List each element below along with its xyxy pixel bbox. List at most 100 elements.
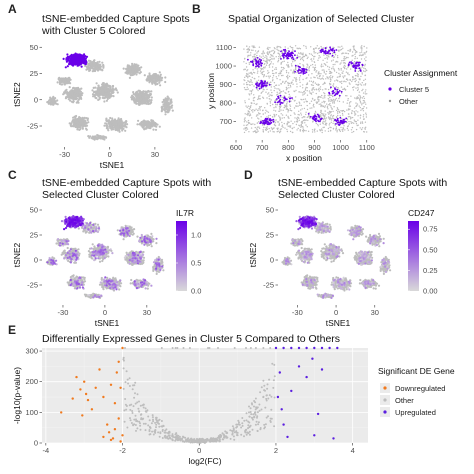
spatial-point-other <box>322 59 324 61</box>
spatial-point-other <box>366 47 368 49</box>
spatial-point-other <box>313 68 316 70</box>
tsne-point <box>131 73 134 77</box>
spatial-point-other <box>324 130 326 132</box>
spatial-point-other <box>268 51 271 53</box>
spatial-point-other <box>326 105 329 108</box>
spatial-point-other <box>275 114 278 116</box>
spatial-point-other <box>364 70 366 73</box>
spatial-point-other <box>286 122 288 125</box>
spatial-point-other <box>272 63 274 65</box>
spatial-point-cluster5 <box>314 117 317 120</box>
tsne-point <box>71 87 75 90</box>
spatial-point-other <box>342 101 344 103</box>
spatial-point-other <box>332 86 335 88</box>
spatial-point-other <box>323 102 325 104</box>
spatial-point-other <box>346 68 348 70</box>
tsne-point <box>168 109 171 112</box>
spatial-point-other <box>351 112 353 115</box>
spatial-point-other <box>324 105 327 107</box>
spatial-point-other <box>257 50 259 53</box>
spatial-point-other <box>333 68 335 70</box>
spatial-point-other <box>333 101 335 103</box>
spatial-point-other <box>329 112 332 114</box>
spatial-point-other <box>337 111 339 113</box>
spatial-point-cluster5 <box>315 116 318 118</box>
spatial-point-other <box>342 52 344 54</box>
tsne-point <box>103 89 106 93</box>
spatial-point-other <box>248 75 250 77</box>
spatial-point-other <box>276 91 278 94</box>
spatial-point-other <box>310 92 312 94</box>
panel-c-ytick-label: -25 <box>27 281 38 290</box>
spatial-point-other <box>354 52 357 54</box>
tsne-point <box>150 90 153 93</box>
spatial-point-other <box>303 90 305 93</box>
spatial-point-other <box>292 47 294 49</box>
spatial-point-other <box>349 79 351 82</box>
spatial-point-other <box>290 63 293 65</box>
tsne-point <box>83 121 86 124</box>
spatial-point-other <box>336 60 338 63</box>
spatial-point-other <box>349 101 351 104</box>
spatial-point-other <box>247 69 249 71</box>
spatial-point-other <box>292 72 294 74</box>
spatial-point-other <box>260 92 262 94</box>
spatial-point-other <box>299 56 301 58</box>
tsne-point <box>88 136 91 139</box>
spatial-point-other <box>341 45 343 47</box>
spatial-point-other <box>363 106 365 108</box>
spatial-point-other <box>341 60 343 62</box>
spatial-point-other <box>364 127 366 129</box>
tsne-point <box>58 79 61 82</box>
spatial-point-cluster5 <box>330 86 332 89</box>
spatial-point-other <box>280 74 283 77</box>
spatial-point-other <box>361 104 363 106</box>
spatial-point-other <box>304 89 307 91</box>
spatial-point-other <box>305 113 307 116</box>
spatial-point-other <box>344 67 346 70</box>
spatial-point-other <box>352 86 354 89</box>
tsne-point <box>129 67 132 70</box>
spatial-point-cluster5 <box>354 70 357 72</box>
spatial-point-other <box>290 69 292 71</box>
spatial-point-other <box>282 69 284 71</box>
tsne-point <box>72 60 75 63</box>
spatial-point-other <box>340 48 343 51</box>
spatial-point-cluster5 <box>323 50 326 53</box>
spatial-point-other <box>357 124 359 126</box>
spatial-point-other <box>336 129 338 131</box>
spatial-point-other <box>335 127 337 130</box>
spatial-point-other <box>270 81 272 83</box>
spatial-point-other <box>278 75 280 77</box>
spatial-point-other <box>304 122 306 124</box>
tsne-point <box>101 61 104 64</box>
tsne-point <box>141 96 145 99</box>
tsne-point <box>109 126 112 130</box>
spatial-point-other <box>257 97 260 99</box>
spatial-point-other <box>280 63 282 65</box>
spatial-point-other <box>356 89 359 92</box>
spatial-point-other <box>334 54 337 56</box>
tsne-point <box>79 95 82 98</box>
tsne-point <box>113 88 116 91</box>
spatial-point-other <box>295 77 297 79</box>
spatial-point-other <box>302 125 304 128</box>
spatial-point-other <box>303 116 305 118</box>
spatial-point-other <box>279 71 281 73</box>
spatial-point-other <box>250 49 253 51</box>
tsne-point <box>68 122 71 125</box>
tsne-point <box>74 87 77 90</box>
spatial-point-other <box>324 110 326 112</box>
spatial-point-other <box>307 119 309 122</box>
spatial-point-other <box>274 114 276 117</box>
tsne-point <box>80 87 83 90</box>
spatial-point-other <box>326 103 328 105</box>
spatial-point-other <box>316 130 318 132</box>
spatial-point-other <box>297 113 299 116</box>
spatial-point-other <box>359 98 361 101</box>
spatial-point-other <box>257 112 260 114</box>
spatial-point-other <box>346 95 348 97</box>
spatial-point-other <box>260 116 262 118</box>
tsne-point <box>154 82 157 85</box>
spatial-point-other <box>295 123 298 126</box>
